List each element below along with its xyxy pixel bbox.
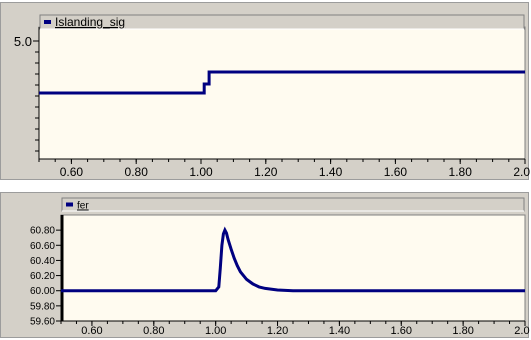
series-line-fer [61, 226, 525, 293]
x-tick-label: 1.20 [267, 325, 288, 337]
x-tick-label: 1.80 [449, 165, 473, 179]
plot-area [60, 214, 526, 322]
x-tick-label: 0.60 [60, 165, 84, 179]
x-tick-label: 0.80 [125, 165, 149, 179]
series-line-islanding-sig [39, 70, 525, 95]
y-tick-label: 60.40 [30, 256, 55, 267]
chart-panel-fer: 60.80 60.60 60.40 60.20 60.00 59.80 59.60 0.60 0… [0, 192, 530, 338]
y-tick-label: 59.60 [30, 317, 55, 328]
x-tick-label: 2.00 [513, 165, 530, 179]
legend-swatch [44, 20, 51, 24]
x-tick-label: 1.00 [189, 165, 213, 179]
x-tick-label: 0.60 [81, 325, 102, 337]
x-tick-label: 1.80 [452, 325, 473, 337]
y-tick-label: 60.60 [30, 241, 55, 252]
y-tick-label: 60.80 [30, 226, 55, 237]
x-tick-label: 1.20 [254, 165, 278, 179]
x-tick-label: 2.00 [514, 325, 530, 337]
chart-panel-islanding: 5.0 0.60 0.80 1.00 1.20 1.40 1.60 1.80 2.00 Islan… [0, 2, 530, 180]
y-tick-label: 60.20 [30, 271, 55, 282]
y-tick-label: 59.80 [30, 301, 55, 312]
legend-label[interactable]: fer [77, 201, 89, 212]
legend-box [61, 197, 525, 212]
x-tick-label: 0.80 [143, 325, 164, 337]
x-tick-label: 1.60 [391, 325, 412, 337]
legend-swatch [66, 202, 73, 207]
legend-label[interactable]: Islanding_sig [55, 15, 125, 29]
y-tick-label: 5.0 [14, 34, 32, 49]
x-tick-label: 1.40 [319, 165, 343, 179]
x-tick-label: 1.00 [205, 325, 226, 337]
x-tick-label: 1.40 [329, 325, 350, 337]
x-tick-label: 1.60 [384, 165, 408, 179]
y-tick-label: 60.00 [30, 286, 55, 297]
fer-chart: 60.80 60.60 60.40 60.20 60.00 59.80 59.60 0.60 0… [30, 197, 530, 337]
islanding-chart: 5.0 0.60 0.80 1.00 1.20 1.40 1.60 1.80 2.00 Islan… [14, 14, 530, 179]
